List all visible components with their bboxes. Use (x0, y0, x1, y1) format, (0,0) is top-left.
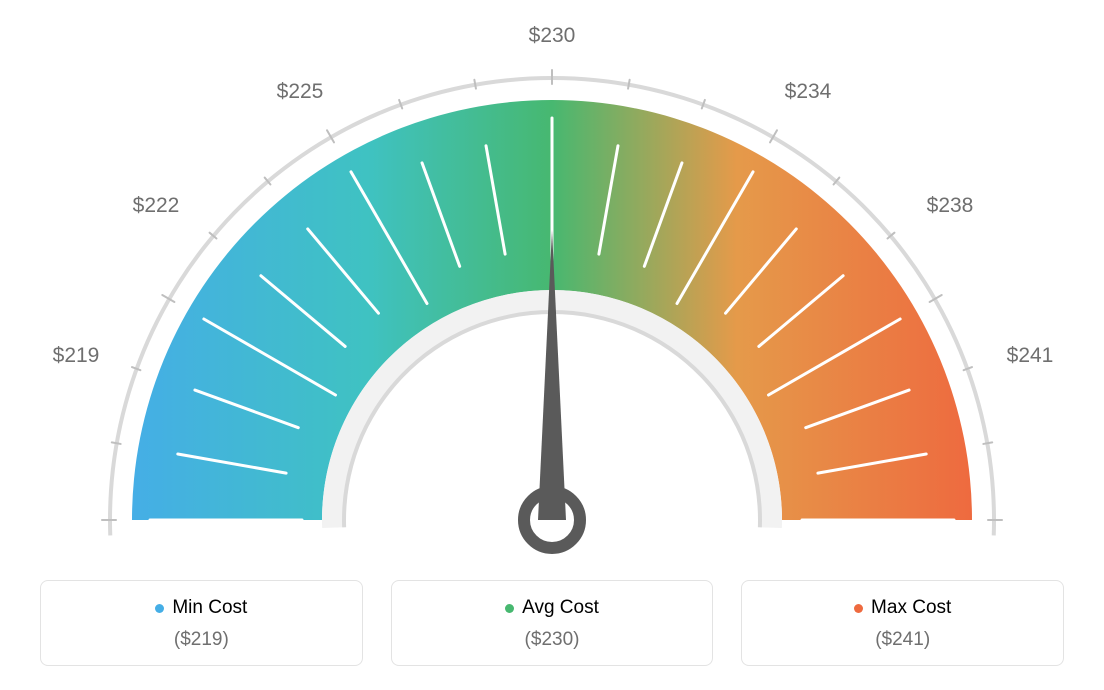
legend-value-max: ($241) (752, 629, 1053, 651)
legend-value-min: ($219) (51, 629, 352, 651)
gauge-tick-label: $225 (277, 80, 324, 104)
gauge-tick-label: $234 (785, 80, 832, 104)
legend-card-avg: Avg Cost ($230) (391, 580, 714, 666)
legend-card-min: Min Cost ($219) (40, 580, 363, 666)
legend-label-avg: Avg Cost (522, 597, 599, 619)
legend-value-avg: ($230) (402, 629, 703, 651)
legend-title-min: Min Cost (155, 597, 247, 619)
gauge-tick-label: $238 (927, 194, 974, 218)
gauge-tick-label: $230 (529, 24, 576, 48)
legend-label-min: Min Cost (172, 597, 247, 619)
legend-dot-min (155, 604, 164, 613)
legend-title-max: Max Cost (854, 597, 951, 619)
gauge-svg (0, 0, 1104, 560)
gauge-tick-label: $219 (53, 344, 100, 368)
legend-title-avg: Avg Cost (505, 597, 599, 619)
legend-dot-avg (505, 604, 514, 613)
gauge-chart: $219 $222 $225 $230 $234 $238 $241 (0, 0, 1104, 560)
legend-dot-max (854, 604, 863, 613)
legend-row: Min Cost ($219) Avg Cost ($230) Max Cost… (40, 580, 1064, 666)
legend-card-max: Max Cost ($241) (741, 580, 1064, 666)
legend-label-max: Max Cost (871, 597, 951, 619)
gauge-tick-label: $222 (133, 194, 180, 218)
gauge-tick-label: $241 (1007, 344, 1054, 368)
